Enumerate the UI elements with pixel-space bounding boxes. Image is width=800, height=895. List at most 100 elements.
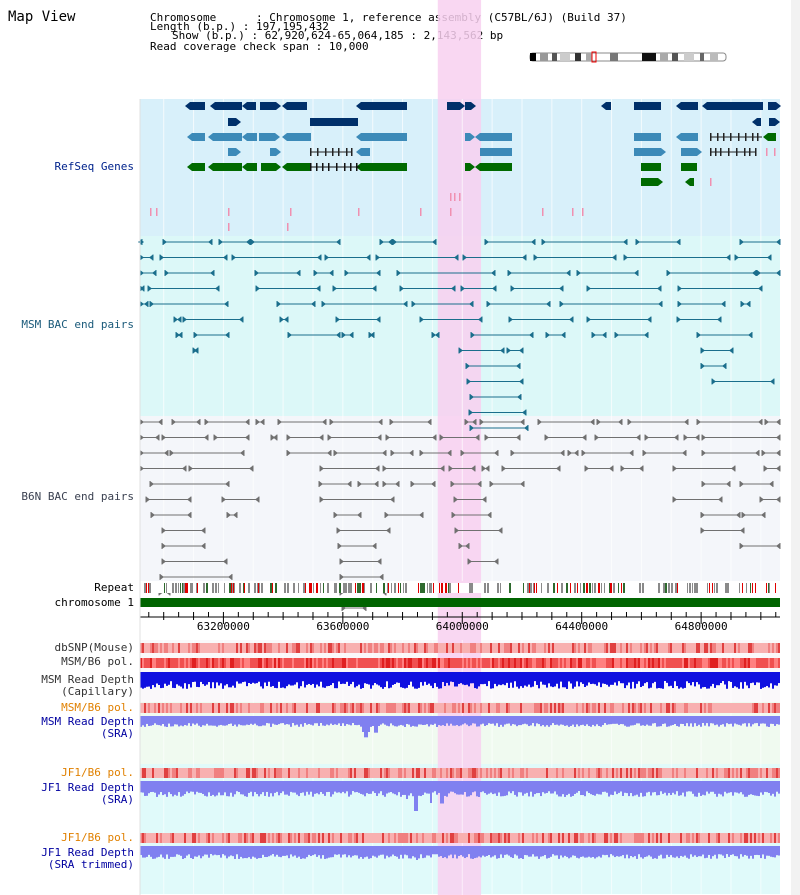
refseq-marker bbox=[542, 208, 544, 216]
polymorphism-cell bbox=[752, 643, 754, 653]
repeat-element bbox=[284, 583, 286, 593]
depth-bar bbox=[768, 716, 770, 727]
bac-end-left bbox=[636, 239, 640, 245]
gene-exon-block bbox=[465, 102, 471, 110]
depth-bar bbox=[442, 672, 444, 683]
depth-bar bbox=[430, 781, 432, 803]
msm-bac-pair bbox=[470, 332, 534, 338]
polymorphism-cell bbox=[758, 658, 760, 668]
b6n-bac-pair bbox=[450, 481, 482, 487]
depth-bar bbox=[776, 781, 778, 792]
depth-bar bbox=[284, 781, 286, 795]
gene-feature bbox=[210, 102, 242, 110]
depth-bar bbox=[614, 672, 616, 683]
polymorphism-cell bbox=[368, 658, 370, 668]
polymorphism-cell bbox=[616, 658, 618, 668]
depth-bar bbox=[212, 846, 214, 856]
repeat-element bbox=[166, 583, 167, 593]
depth-bar bbox=[712, 781, 714, 792]
depth-bar bbox=[668, 781, 670, 794]
bac-end-left bbox=[568, 450, 572, 456]
bac-end-right bbox=[158, 419, 162, 425]
bac-end-left bbox=[595, 434, 599, 441]
bac-end-right bbox=[204, 434, 208, 441]
depth-bar bbox=[638, 846, 640, 855]
polymorphism-cell bbox=[402, 643, 404, 653]
polymorphism-cell bbox=[580, 643, 582, 653]
polymorphism-cell bbox=[446, 658, 448, 668]
depth-bar bbox=[236, 672, 238, 682]
depth-bar bbox=[336, 781, 338, 793]
depth-bar bbox=[522, 781, 524, 796]
polymorphism-cell bbox=[342, 703, 344, 713]
polymorphism-cell bbox=[770, 833, 772, 843]
gene-exon-tick bbox=[310, 163, 312, 171]
polymorphism-cell bbox=[764, 643, 766, 653]
depth-bar bbox=[680, 846, 682, 856]
polymorphism-cell bbox=[548, 658, 550, 668]
depth-bar bbox=[440, 672, 442, 689]
polymorphism-cell bbox=[544, 833, 546, 843]
depth-bar bbox=[474, 846, 476, 859]
polymorphism-cell bbox=[176, 643, 178, 653]
depth-bar bbox=[648, 716, 650, 726]
repeat-element bbox=[422, 583, 424, 593]
polymorphism-cell bbox=[268, 768, 270, 778]
depth-bar bbox=[470, 672, 472, 684]
polymorphism-cell bbox=[552, 658, 554, 668]
depth-bar bbox=[650, 781, 652, 796]
polymorphism-cell bbox=[288, 703, 290, 713]
polymorphism-cell bbox=[666, 643, 668, 653]
depth-bar bbox=[680, 781, 682, 796]
polymorphism-cell bbox=[238, 833, 240, 843]
polymorphism-cell bbox=[768, 643, 770, 653]
polymorphism-cell bbox=[528, 768, 530, 778]
depth-bar bbox=[612, 716, 614, 724]
b6n-bac-track bbox=[139, 419, 781, 611]
bac-end-right bbox=[388, 239, 392, 245]
polymorphism-cell bbox=[584, 658, 586, 668]
polymorphism-cell bbox=[756, 833, 758, 843]
repeat-element bbox=[589, 583, 591, 593]
depth-bar bbox=[530, 672, 532, 688]
depth-bar bbox=[426, 716, 428, 725]
depth-bar bbox=[524, 672, 526, 686]
polymorphism-cell bbox=[638, 833, 640, 843]
b6n-bac-pair bbox=[204, 419, 250, 425]
polymorphism-cell bbox=[448, 703, 450, 713]
polymorphism-cell bbox=[574, 643, 576, 653]
polymorphism-cell bbox=[192, 703, 194, 713]
depth-bar bbox=[566, 716, 568, 726]
msm-bac-pair bbox=[462, 254, 527, 261]
polymorphism-cell bbox=[688, 768, 690, 778]
polymorphism-cell bbox=[558, 768, 560, 778]
depth-bar bbox=[452, 672, 454, 683]
depth-bar bbox=[624, 846, 626, 859]
depth-bar bbox=[606, 846, 608, 855]
polymorphism-cell bbox=[228, 768, 230, 778]
polymorphism-cell bbox=[620, 658, 622, 668]
polymorphism-cell bbox=[676, 703, 678, 713]
depth-bar bbox=[376, 781, 378, 796]
polymorphism-cell bbox=[550, 658, 552, 668]
gene-strand-arrow bbox=[185, 102, 190, 110]
depth-bar bbox=[468, 716, 470, 727]
depth-bar bbox=[430, 716, 432, 725]
repeat-element bbox=[149, 583, 151, 593]
polymorphism-cell bbox=[288, 643, 290, 653]
msm-bac-pair bbox=[335, 316, 381, 323]
gene-strand-arrow bbox=[356, 102, 361, 110]
polymorphism-cell bbox=[428, 658, 430, 668]
bac-end-left bbox=[673, 465, 677, 472]
polymorphism-cell bbox=[498, 658, 500, 668]
repeat-element bbox=[233, 583, 234, 593]
bac-end-right bbox=[228, 574, 232, 580]
depth-bar bbox=[596, 716, 598, 725]
polymorphism-cell bbox=[440, 703, 442, 713]
depth-bar bbox=[588, 846, 590, 857]
depth-bar bbox=[282, 781, 284, 792]
gene-feature bbox=[208, 163, 242, 171]
polymorphism-cell bbox=[426, 768, 428, 778]
depth-bar bbox=[648, 672, 650, 689]
